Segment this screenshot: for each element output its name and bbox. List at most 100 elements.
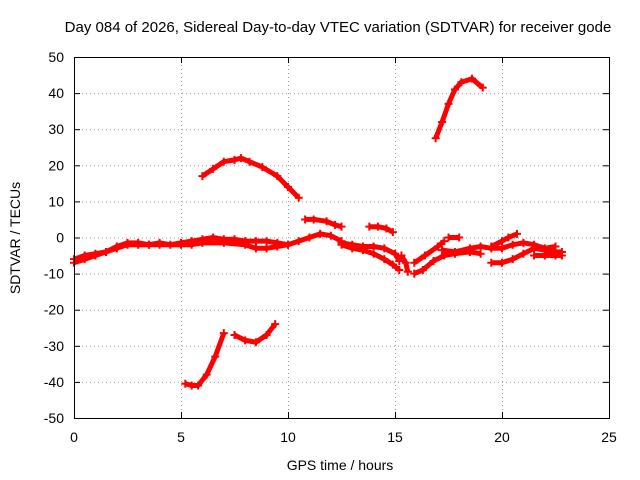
data-point: [316, 229, 325, 238]
data-point: [284, 182, 292, 191]
data-point: [198, 238, 207, 247]
y-tick-label: 30: [48, 121, 64, 137]
data-point: [241, 240, 250, 249]
data-point: [251, 338, 260, 347]
data-point: [418, 265, 427, 274]
data-point: [478, 83, 487, 92]
data-point: [301, 215, 310, 224]
data-point: [508, 240, 517, 249]
data-point: [273, 242, 282, 251]
data-point: [429, 256, 438, 265]
x-tick-label: 20: [494, 429, 510, 445]
data-point: [395, 265, 404, 274]
series-arc-3: [201, 155, 301, 200]
data-point: [431, 134, 440, 143]
data-point: [388, 260, 397, 269]
chart-title: Day 084 of 2026, Sidereal Day-to-day VTE…: [65, 19, 612, 36]
data-point: [309, 215, 318, 224]
data-point: [91, 251, 100, 260]
data-point: [211, 352, 220, 361]
data-point: [457, 78, 466, 87]
data-point: [177, 240, 185, 249]
data-point: [444, 233, 453, 242]
data-point: [391, 249, 399, 258]
data-point: [487, 242, 496, 251]
x-tick-label: 10: [280, 429, 296, 445]
y-tick-label: -10: [44, 266, 64, 282]
data-point: [258, 163, 267, 172]
data-point: [440, 237, 449, 246]
data-point: [468, 74, 477, 83]
data-point: [410, 269, 419, 278]
data-point: [219, 238, 228, 247]
data-point: [251, 237, 260, 246]
data-point: [504, 233, 513, 242]
y-tick-label: -30: [44, 338, 64, 354]
data-point: [420, 251, 429, 260]
data-point: [241, 336, 250, 345]
x-axis-label: GPS time / hours: [287, 457, 394, 473]
data-point: [331, 220, 340, 229]
y-tick-label: 40: [48, 85, 64, 101]
data-point: [438, 246, 447, 255]
data-point: [401, 258, 410, 267]
data-point: [450, 85, 459, 94]
y-tick-label: 0: [56, 230, 64, 246]
y-tick-label: -50: [44, 410, 64, 426]
data-point: [219, 157, 228, 166]
y-tick-label: 50: [48, 49, 64, 65]
data-point: [519, 249, 528, 258]
data-series-group: [70, 74, 566, 390]
data-point: [397, 251, 406, 260]
data-point: [262, 244, 271, 253]
data-point: [202, 370, 211, 379]
x-tick-label: 0: [70, 429, 78, 445]
data-point: [410, 258, 419, 267]
data-point: [262, 330, 271, 339]
data-point: [438, 117, 447, 126]
y-tick-label: 10: [48, 193, 64, 209]
data-point: [322, 217, 331, 226]
x-tick-label: 5: [177, 429, 185, 445]
data-point: [455, 233, 464, 242]
data-point: [102, 247, 111, 256]
data-point: [498, 237, 506, 246]
data-point: [209, 233, 218, 242]
data-point: [134, 240, 143, 249]
data-point: [508, 255, 517, 264]
y-tick-label: -20: [44, 302, 64, 318]
data-point: [380, 255, 389, 264]
data-point: [512, 229, 521, 238]
data-point: [271, 320, 280, 329]
data-point: [433, 242, 442, 251]
data-point: [284, 240, 292, 249]
data-point: [465, 244, 474, 253]
data-point: [450, 247, 459, 256]
y-tick-label: 20: [48, 157, 64, 173]
data-point: [155, 240, 164, 249]
data-point: [181, 379, 190, 388]
data-point: [403, 267, 412, 276]
data-point: [273, 172, 282, 181]
data-point: [382, 224, 391, 233]
data-point: [230, 155, 239, 164]
data-point: [230, 330, 239, 339]
data-point: [80, 255, 89, 264]
data-point: [294, 237, 303, 246]
data-point: [365, 222, 374, 231]
x-tick-label: 25: [601, 429, 617, 445]
data-point: [144, 240, 153, 249]
data-point: [476, 249, 485, 258]
data-point: [498, 244, 506, 253]
data-point: [194, 381, 203, 390]
data-point: [236, 154, 245, 163]
data-point: [112, 244, 121, 253]
data-point: [388, 228, 397, 237]
data-point: [476, 242, 485, 251]
data-point: [530, 244, 539, 253]
data-point: [540, 251, 549, 260]
data-point: [337, 240, 346, 249]
data-point: [219, 329, 228, 338]
data-point: [444, 99, 453, 108]
data-point: [198, 172, 207, 181]
